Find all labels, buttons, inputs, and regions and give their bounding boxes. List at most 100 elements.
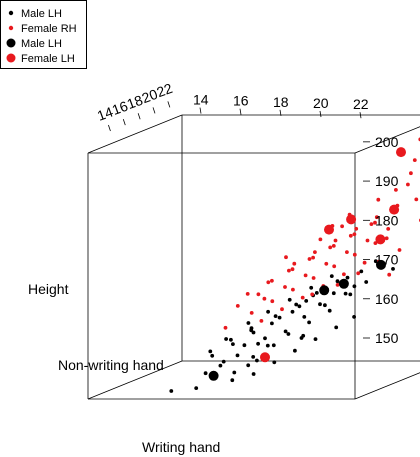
- data-point: [396, 147, 406, 158]
- box-edge: [354, 126, 420, 154]
- data-point: [362, 260, 367, 265]
- data-point: [328, 245, 333, 250]
- data-point: [303, 273, 308, 278]
- data-point: [359, 269, 364, 274]
- data-point: [255, 358, 259, 363]
- data-point: [297, 304, 302, 309]
- data-point: [284, 255, 288, 260]
- data-point: [397, 248, 402, 252]
- legend-marker: [6, 53, 16, 63]
- data-point: [270, 278, 274, 283]
- data-point: [235, 304, 240, 308]
- data-point: [373, 220, 377, 225]
- x-tick: [199, 107, 202, 114]
- data-point: [270, 321, 274, 326]
- data-point: [246, 363, 251, 368]
- legend-label: Male LH: [21, 8, 62, 20]
- data-point: [194, 386, 199, 390]
- data-point: [323, 303, 327, 308]
- x-tick-label: 14: [193, 92, 209, 108]
- data-point: [333, 238, 338, 243]
- box-edge: [354, 372, 420, 400]
- box-edge: [87, 114, 183, 154]
- x-tick-label: 20: [313, 95, 329, 111]
- data-point: [300, 295, 305, 300]
- data-point: [324, 224, 334, 235]
- box-edge: [87, 360, 183, 400]
- data-point: [290, 267, 295, 272]
- data-point: [391, 267, 395, 271]
- y-tick: [108, 124, 111, 132]
- data-point: [386, 227, 391, 231]
- x-tick-label: 18: [273, 94, 289, 110]
- data-point: [389, 204, 400, 215]
- data-point: [409, 171, 413, 176]
- y-tick: [152, 107, 156, 114]
- data-point: [223, 325, 228, 330]
- data-point: [343, 291, 348, 296]
- z-tick-label: 180: [375, 212, 399, 228]
- z-tick-label: 150: [375, 330, 399, 346]
- data-point: [272, 360, 277, 365]
- x-tick: [319, 110, 322, 118]
- data-point: [340, 224, 344, 229]
- data-point: [262, 296, 267, 301]
- data-point: [271, 343, 276, 348]
- data-point: [302, 315, 307, 319]
- data-point: [230, 378, 235, 383]
- plot-box: [87, 114, 420, 400]
- data-point: [283, 285, 287, 289]
- x-tick: [359, 112, 362, 119]
- data-point: [376, 259, 386, 270]
- data-point: [242, 343, 247, 348]
- data-point: [354, 226, 359, 231]
- data-point: [374, 215, 379, 220]
- data-point: [299, 336, 304, 340]
- data-point: [346, 214, 357, 225]
- x-tick: [279, 109, 282, 116]
- data-point: [309, 285, 314, 290]
- legend: Male LH Female RH Male LH Female LH: [0, 0, 87, 69]
- data-point: [291, 287, 295, 292]
- data-point: [256, 341, 260, 346]
- data-point: [332, 264, 337, 269]
- data-point: [249, 311, 254, 315]
- data-point: [364, 280, 369, 284]
- data-point: [259, 319, 264, 323]
- data-point: [304, 299, 309, 303]
- y-tick: [137, 113, 141, 120]
- y-tick-label: 18: [125, 92, 145, 112]
- data-point: [277, 315, 282, 320]
- data-point: [263, 336, 267, 341]
- data-point: [286, 332, 291, 336]
- data-point: [256, 292, 261, 297]
- data-point: [324, 261, 329, 266]
- data-point: [394, 188, 398, 192]
- data-point: [287, 268, 291, 273]
- data-point: [348, 233, 353, 238]
- data-point: [313, 337, 318, 341]
- data-point: [310, 292, 315, 297]
- data-point: [251, 330, 256, 335]
- data-point: [224, 337, 229, 341]
- y-axis-label: Non-writing hand: [58, 357, 164, 373]
- data-point: [348, 292, 353, 297]
- data-point: [352, 315, 356, 319]
- data-point: [208, 349, 213, 354]
- data-point: [246, 321, 251, 325]
- data-point: [406, 182, 410, 187]
- legend-label: Male LH: [21, 38, 62, 50]
- data-point: [365, 238, 370, 243]
- data-point: [290, 309, 295, 314]
- data-point: [412, 158, 417, 163]
- data-point: [251, 372, 256, 376]
- data-point: [373, 259, 378, 264]
- z-tick-label: 190: [375, 173, 399, 189]
- data-point: [311, 255, 315, 260]
- z-tick-label: 160: [375, 291, 399, 307]
- data-point: [294, 302, 299, 307]
- z-axis-label: Height: [28, 281, 69, 297]
- data-point: [319, 285, 330, 296]
- data-point: [369, 222, 374, 227]
